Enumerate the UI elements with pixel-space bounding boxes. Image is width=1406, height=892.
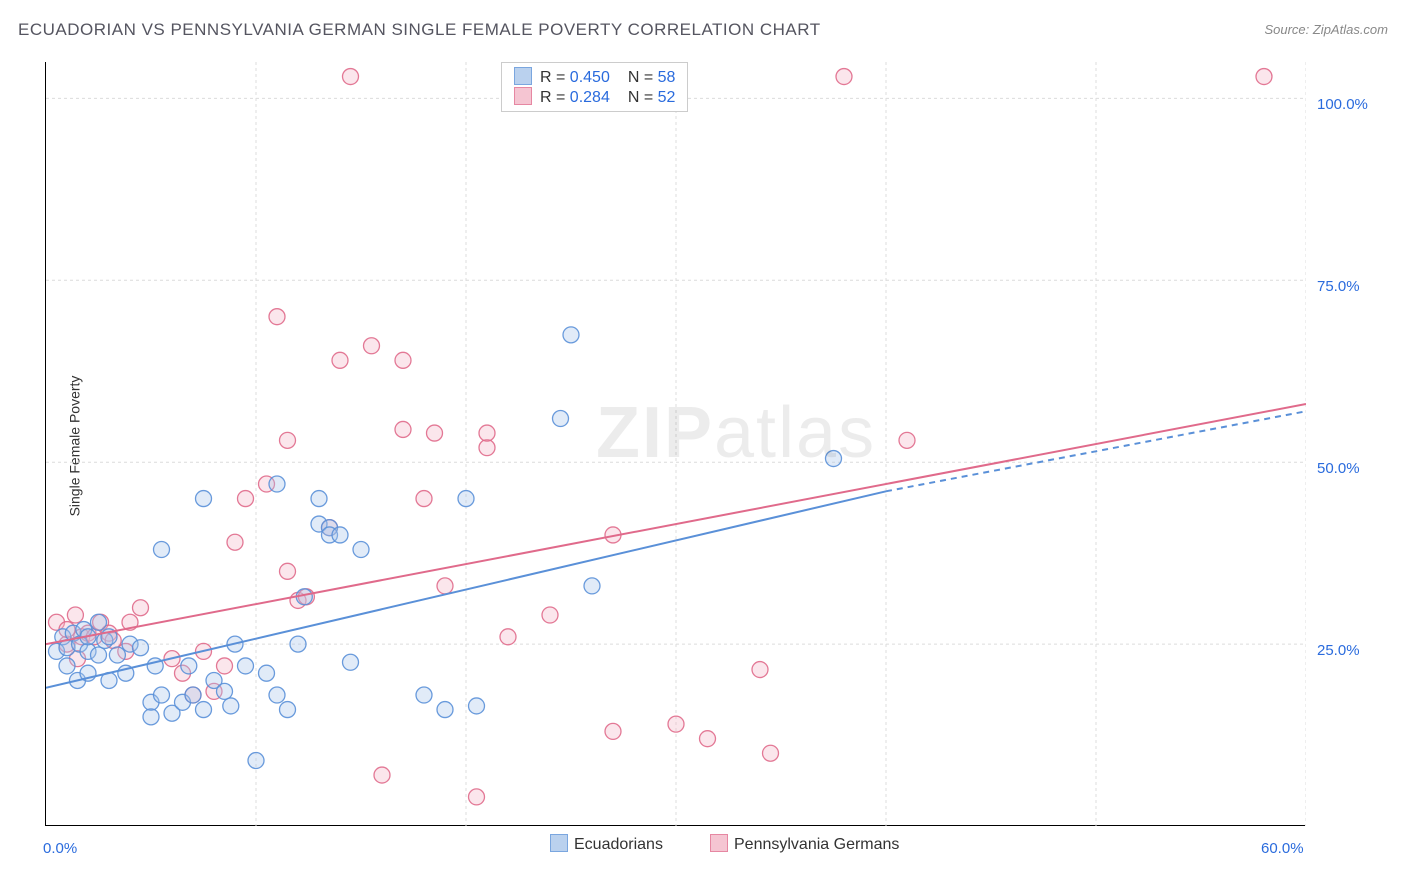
plot-svg [46,62,1306,826]
n-value: 52 [658,89,676,106]
series-legend-item: Ecuadorians [550,834,663,854]
r-label: R = [540,69,570,86]
y-tick-label: 75.0% [1317,278,1360,295]
legend-row: R = 0.284 N = 52 [514,87,675,107]
r-value: 0.284 [570,89,610,106]
scatter-plot: ZIPatlas R = 0.450N = 58R = 0.284N = 52 [45,62,1305,826]
n-value: 58 [658,69,676,86]
x-tick-label: 60.0% [1261,840,1304,857]
r-value: 0.450 [570,69,610,86]
source-attribution: Source: ZipAtlas.com [1264,22,1388,37]
source-name: ZipAtlas.com [1313,22,1388,37]
n-label: N = [628,69,658,86]
n-label: N = [628,89,658,106]
correlation-legend: R = 0.450 N = 58 R = 0.284 N = 52 [501,62,688,112]
legend-swatch [514,87,532,105]
legend-row: R = 0.450 N = 58 [514,67,675,87]
source-prefix: Source: [1264,22,1312,37]
series-name: Pennsylvania Germans [734,836,899,853]
legend-swatch [514,67,532,85]
y-tick-label: 100.0% [1317,96,1368,113]
series-name: Ecuadorians [574,836,663,853]
series-legend-item: Pennsylvania Germans [710,834,899,854]
legend-swatch [710,834,728,852]
y-tick-label: 25.0% [1317,642,1360,659]
r-label: R = [540,89,570,106]
y-tick-label: 50.0% [1317,460,1360,477]
chart-title: ECUADORIAN VS PENNSYLVANIA GERMAN SINGLE… [18,20,821,40]
x-tick-label: 0.0% [43,840,77,857]
legend-swatch [550,834,568,852]
